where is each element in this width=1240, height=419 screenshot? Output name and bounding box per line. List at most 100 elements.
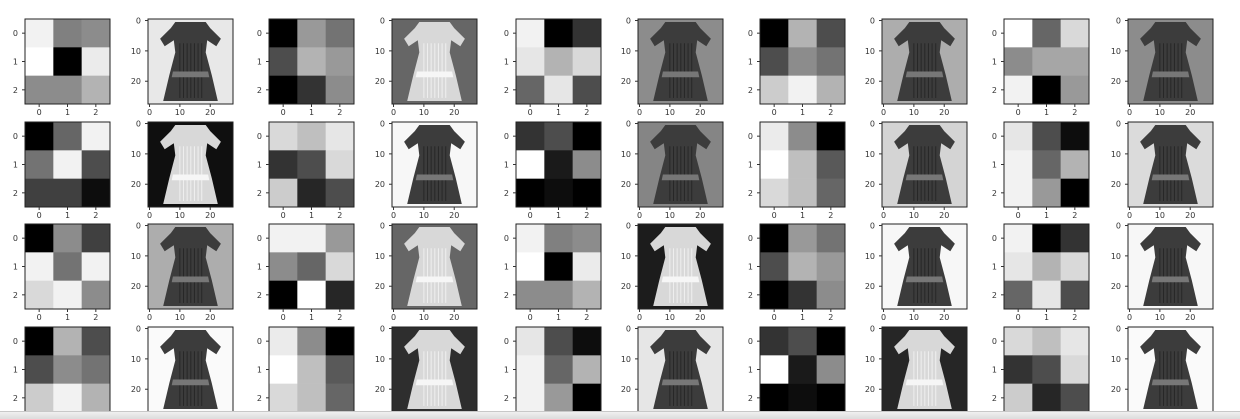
filter-cell-3-4-1-0 [1004, 355, 1033, 384]
filter-cell-1-4-2-1 [1032, 178, 1061, 208]
y-tick-label: 1 [748, 161, 753, 170]
filter-cell-3-2-1-2 [572, 355, 602, 384]
x-tick-label: 0 [1016, 313, 1021, 322]
filter-cell-2-3-2-0 [760, 280, 789, 310]
filter-cell-2-0-2-0 [25, 280, 54, 310]
x-tick-label: 0 [881, 313, 886, 322]
filter-cell-1-0-1-1 [53, 150, 82, 179]
y-tick-label: 0 [748, 132, 753, 141]
x-tick-label: 1 [65, 313, 70, 322]
x-tick-label: 10 [1155, 313, 1165, 322]
filter-cell-3-3-1-0 [760, 355, 789, 384]
axes-frame [1127, 121, 1214, 208]
x-tick-label: 2 [1072, 211, 1077, 220]
y-tick-label: 20 [865, 385, 875, 394]
axes-frame [881, 121, 968, 208]
x-tick-label: 0 [281, 211, 286, 220]
x-tick-label: 2 [584, 211, 589, 220]
x-tick-label: 1 [309, 211, 314, 220]
y-tick-label: 2 [504, 291, 509, 300]
filter-cell-1-3-2-0 [760, 178, 789, 208]
x-tick-label: 20 [1185, 211, 1195, 220]
x-tick-label: 2 [584, 108, 589, 117]
axes-frame [391, 121, 478, 208]
y-tick-label: 10 [865, 150, 875, 159]
filter-cell-2-4-0-2 [1060, 224, 1090, 253]
y-tick-label: 0 [992, 29, 997, 38]
y-tick-label: 1 [748, 263, 753, 272]
filter-cell-3-3-2-1 [788, 383, 817, 413]
x-tick-label: 0 [1127, 313, 1132, 322]
filter-cell-0-3-2-0 [760, 75, 789, 105]
y-tick-label: 1 [992, 161, 997, 170]
filter-cell-3-1-0-2 [325, 327, 355, 356]
filter-cell-0-1-0-1 [297, 19, 326, 48]
x-tick-label: 0 [147, 108, 152, 117]
filter-cell-0-0-2-2 [81, 75, 111, 105]
filter-cell-3-0-0-1 [53, 327, 82, 356]
y-tick-label: 0 [257, 234, 262, 243]
filter-cell-0-2-0-0 [516, 19, 545, 48]
x-tick-label: 1 [800, 211, 805, 220]
dress-belt [171, 276, 210, 283]
filter-cell-1-3-2-1 [788, 178, 817, 208]
y-tick-label: 20 [375, 282, 385, 291]
filter-cell-1-4-1-1 [1032, 150, 1061, 179]
filter-cell-1-2-2-0 [516, 178, 545, 208]
y-tick-label: 1 [257, 58, 262, 67]
filter-cell-3-1-1-1 [297, 355, 326, 384]
x-tick-label: 10 [665, 313, 675, 322]
x-tick-label: 20 [449, 108, 459, 117]
y-tick-label: 10 [131, 150, 141, 159]
x-tick-label: 20 [205, 108, 215, 117]
filter-cell-3-2-2-2 [572, 383, 602, 413]
filter-cell-2-1-1-2 [325, 252, 355, 281]
filter-cell-2-3-2-2 [816, 280, 846, 310]
y-tick-label: 2 [257, 394, 262, 403]
filter-cell-3-3-2-2 [816, 383, 846, 413]
x-tick-label: 1 [556, 108, 561, 117]
x-tick-label: 20 [939, 313, 949, 322]
x-tick-label: 0 [391, 313, 396, 322]
filter-cell-0-2-0-1 [544, 19, 573, 48]
x-tick-label: 0 [528, 108, 533, 117]
y-tick-label: 10 [131, 47, 141, 56]
x-tick-label: 10 [1155, 211, 1165, 220]
filter-cell-3-4-0-2 [1060, 327, 1090, 356]
x-tick-label: 0 [37, 108, 42, 117]
x-tick-label: 10 [1155, 108, 1165, 117]
filter-cell-3-0-0-0 [25, 327, 54, 356]
y-tick-label: 20 [1111, 77, 1121, 86]
y-tick-label: 0 [136, 325, 141, 334]
y-tick-label: 10 [621, 355, 631, 364]
filter-cell-1-4-1-2 [1060, 150, 1090, 179]
filter-cell-2-2-1-2 [572, 252, 602, 281]
filter-cell-1-4-0-1 [1032, 122, 1061, 151]
filter-cell-3-1-2-2 [325, 383, 355, 413]
dress-belt [415, 379, 454, 386]
y-tick-label: 2 [992, 86, 997, 95]
filter-cell-3-0-2-2 [81, 383, 111, 413]
filter-cell-1-3-1-0 [760, 150, 789, 179]
x-tick-label: 1 [65, 211, 70, 220]
filter-cell-0-0-0-2 [81, 19, 111, 48]
x-tick-label: 1 [309, 313, 314, 322]
x-tick-label: 2 [337, 108, 342, 117]
filter-cell-0-0-1-2 [81, 47, 111, 76]
filter-cell-3-4-0-0 [1004, 327, 1033, 356]
axes-frame [637, 223, 724, 310]
horizontal-scrollbar[interactable] [0, 411, 1240, 419]
y-tick-label: 0 [504, 337, 509, 346]
filter-cell-2-4-2-0 [1004, 280, 1033, 310]
